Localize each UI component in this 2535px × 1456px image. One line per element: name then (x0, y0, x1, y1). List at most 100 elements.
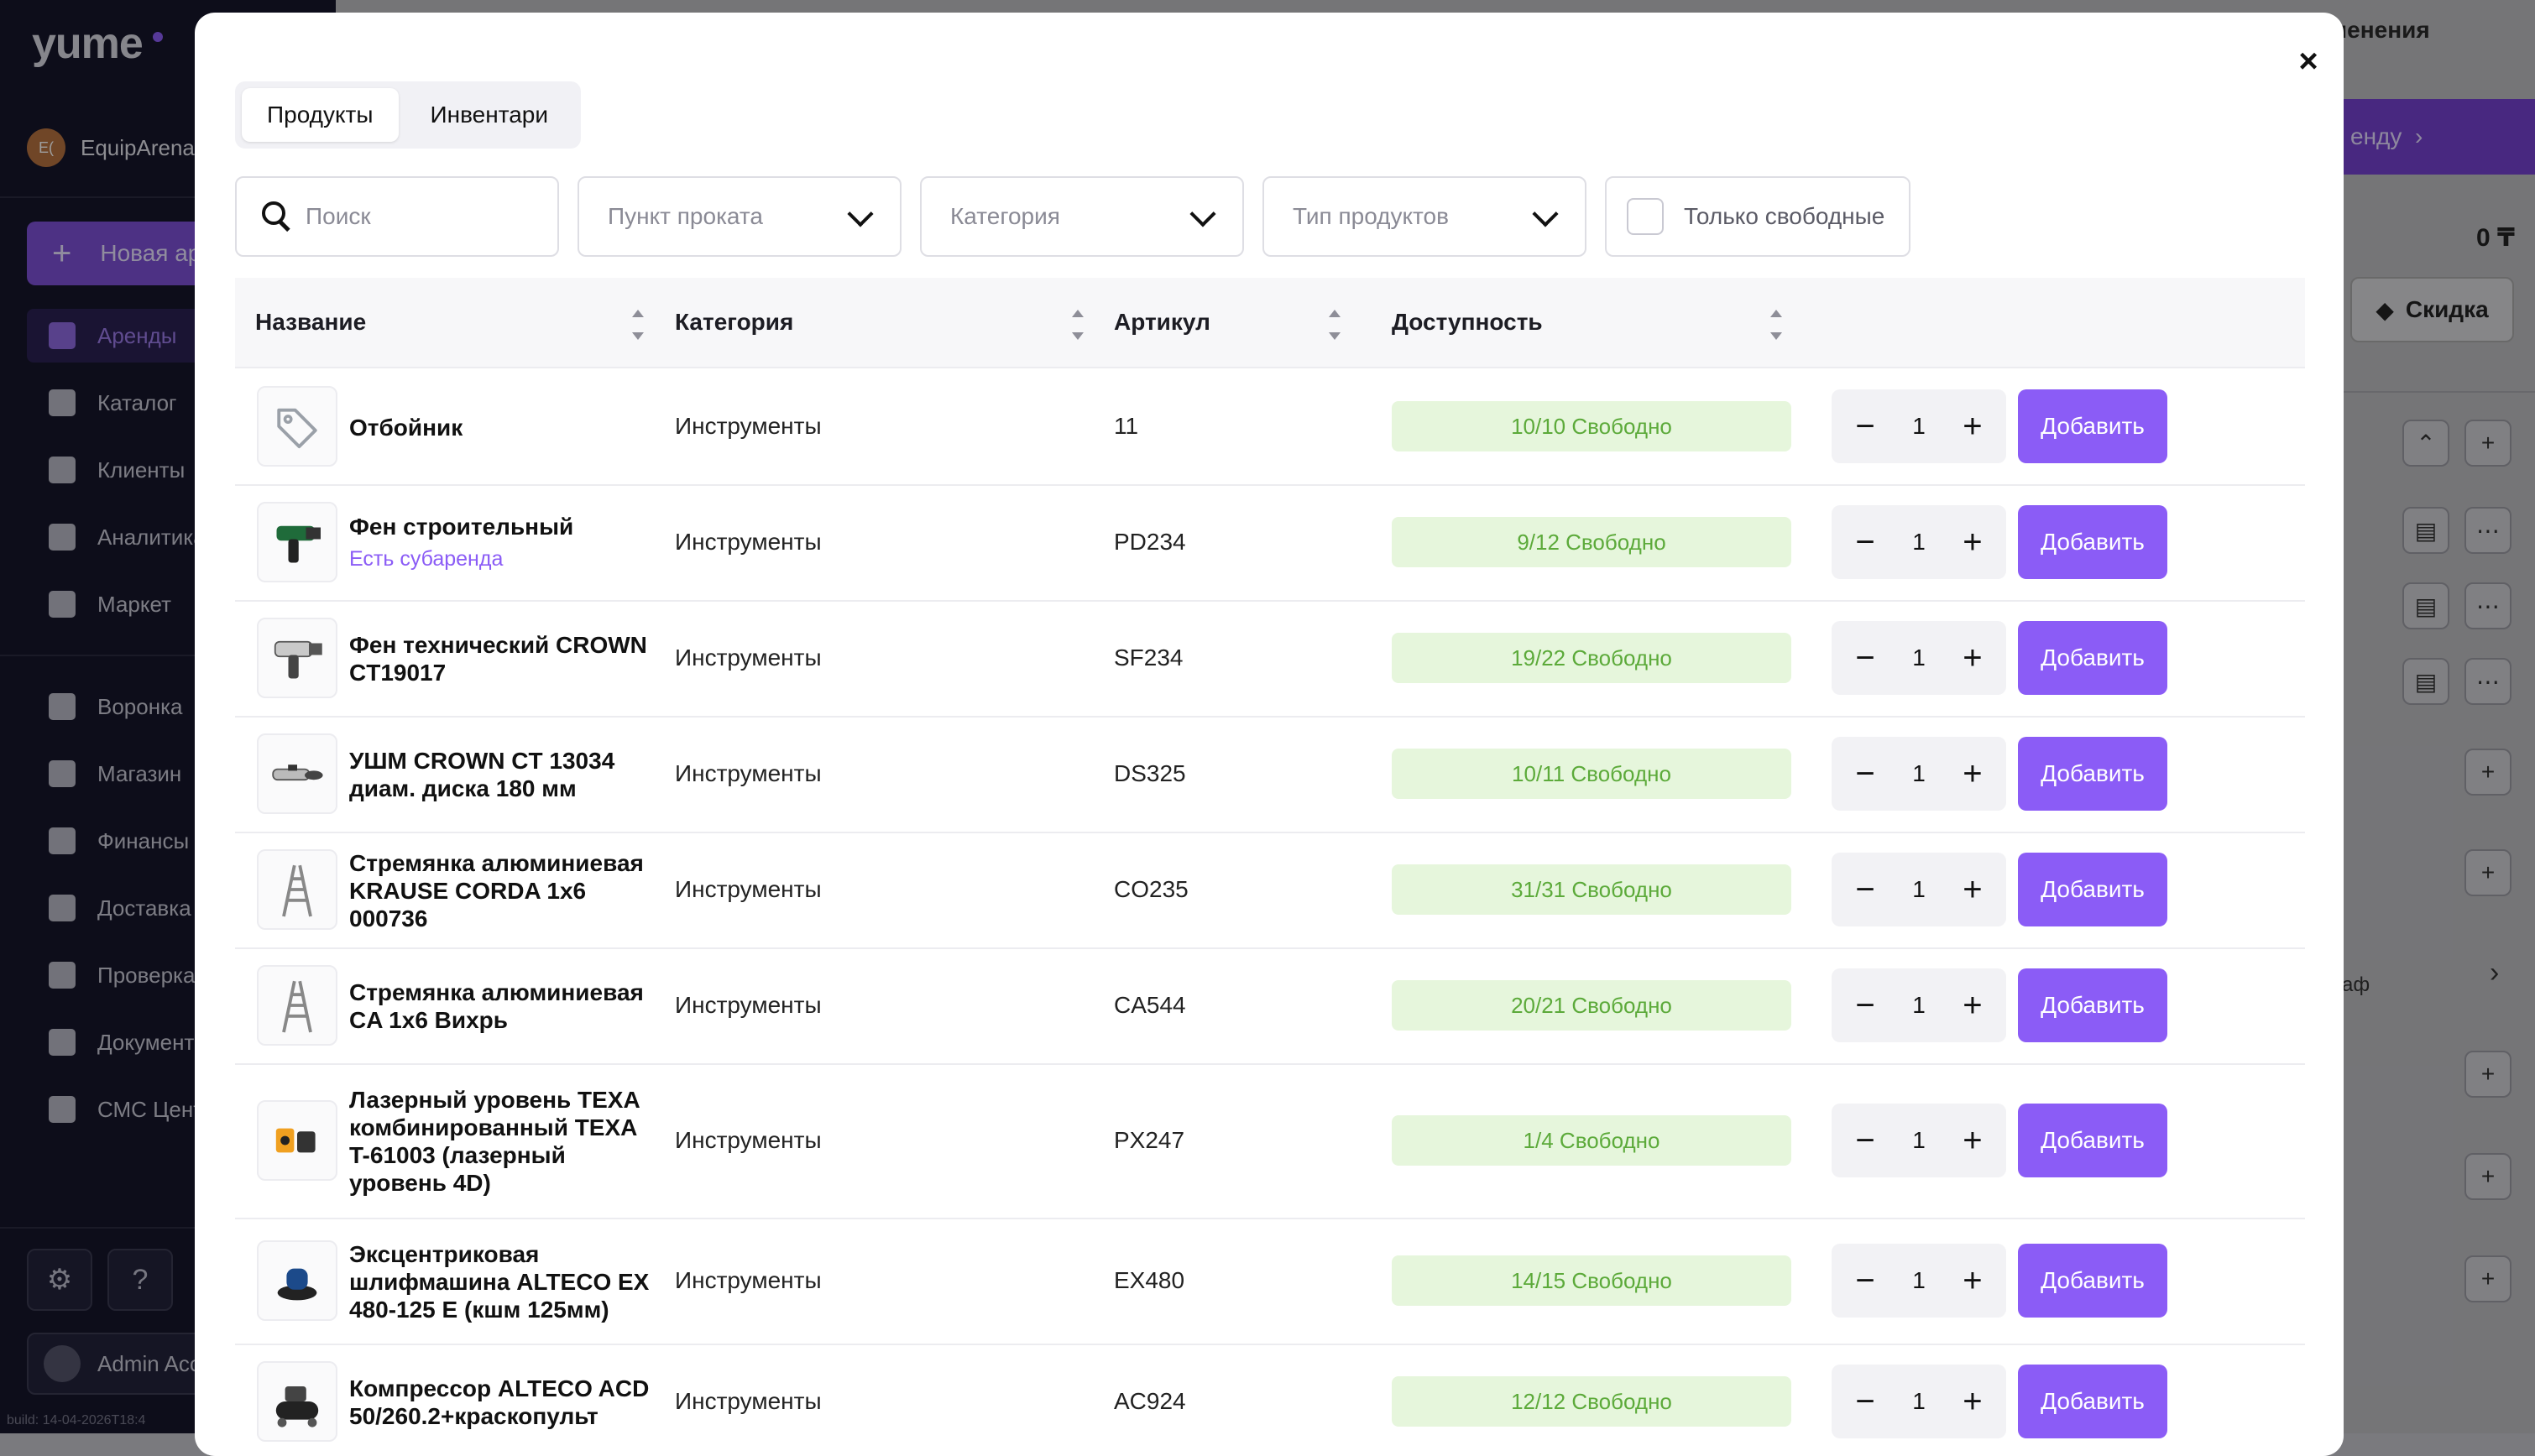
add-button[interactable]: Добавить (2018, 621, 2167, 695)
plus-icon[interactable]: + (1963, 639, 1983, 676)
settings-button[interactable]: ⚙ (27, 1249, 92, 1311)
tab-products[interactable]: Продукты (242, 88, 399, 142)
add-button[interactable]: + (2464, 1153, 2511, 1200)
print-button[interactable]: ▤ (2402, 658, 2449, 705)
quantity-value[interactable]: 1 (1912, 529, 1926, 555)
sidebar-item-delivery[interactable]: Доставка (27, 881, 329, 935)
search-input[interactable] (304, 202, 500, 231)
quantity-value[interactable]: 1 (1912, 1267, 1926, 1293)
sidebar-item-clients[interactable]: Клиенты (27, 443, 329, 497)
add-button[interactable]: Добавить (2018, 737, 2167, 811)
more-button[interactable]: ⋯ (2464, 507, 2511, 554)
add-button[interactable]: Добавить (2018, 505, 2167, 579)
only-free-toggle[interactable]: Только свободные (1605, 176, 1910, 257)
sidebar-item-finance[interactable]: Финансы (27, 814, 329, 868)
minus-icon[interactable]: − (1855, 1382, 1875, 1420)
quantity-value[interactable]: 1 (1912, 760, 1926, 786)
print-button[interactable]: ▤ (2402, 507, 2449, 554)
more-button[interactable]: ⋯ (2464, 658, 2511, 705)
minus-icon[interactable]: − (1855, 754, 1875, 792)
discount-label: Скидка (2405, 296, 2489, 322)
more-button[interactable]: ⋯ (2464, 582, 2511, 629)
collapse-button[interactable]: ⌃ (2402, 420, 2449, 467)
add-button[interactable]: Добавить (2018, 1365, 2167, 1438)
plus-icon[interactable]: + (1963, 1121, 1983, 1159)
minus-icon[interactable]: − (1855, 1121, 1875, 1159)
chevron-right-icon[interactable]: › (2490, 957, 2500, 989)
plus-icon[interactable]: + (1963, 986, 1983, 1024)
quantity-value[interactable]: 1 (1912, 413, 1926, 439)
plus-icon[interactable]: + (1963, 1261, 1983, 1299)
minus-icon[interactable]: − (1855, 986, 1875, 1024)
product-name[interactable]: Компрессор ALTECO ACD 50/260.2+краскопул… (349, 1375, 660, 1430)
add-button[interactable]: + (2464, 749, 2511, 796)
close-button[interactable]: × (2285, 38, 2332, 85)
sort-icon[interactable] (1069, 310, 1086, 340)
quantity-value[interactable]: 1 (1912, 1127, 1926, 1153)
plus-icon[interactable]: + (1963, 523, 1983, 561)
product-name[interactable]: Фен строительный Есть субаренда (349, 513, 660, 573)
product-name[interactable]: Фен технический CROWN CT19017 (349, 631, 660, 686)
quantity-value[interactable]: 1 (1912, 645, 1926, 671)
minus-icon[interactable]: − (1855, 407, 1875, 445)
search-box[interactable] (235, 176, 559, 257)
heat-gun-image (274, 640, 322, 679)
sidebar-item-label: Проверка (97, 962, 196, 988)
sidebar-item-analytics[interactable]: Аналитика (27, 510, 329, 564)
product-name[interactable]: Эксцентриковая шлифмашина ALTECO EX 480-… (349, 1240, 660, 1323)
minus-icon[interactable]: − (1855, 1261, 1875, 1299)
only-free-checkbox[interactable] (1627, 198, 1664, 235)
sidebar-item-catalog[interactable]: Каталог (27, 376, 329, 430)
minus-icon[interactable]: − (1855, 523, 1875, 561)
column-category[interactable]: Категория (675, 309, 794, 335)
create-rental-button[interactable]: енду › (2334, 99, 2535, 175)
column-name[interactable]: Название (255, 309, 367, 335)
sidebar-item-documents[interactable]: Документы (27, 1015, 329, 1069)
divider (0, 196, 336, 198)
sort-icon[interactable] (630, 310, 646, 340)
quantity-value[interactable]: 1 (1912, 876, 1926, 902)
sidebar-item-funnel[interactable]: Воронка (27, 680, 329, 733)
minus-icon[interactable]: − (1855, 639, 1875, 676)
column-availability[interactable]: Доступность (1392, 309, 1543, 335)
product-name[interactable]: Отбойник (349, 414, 660, 441)
minus-icon[interactable]: − (1855, 870, 1875, 908)
plus-icon[interactable]: + (1963, 407, 1983, 445)
add-button[interactable]: + (2464, 1051, 2511, 1098)
sort-icon[interactable] (1326, 310, 1343, 340)
sidebar-item-check[interactable]: Проверка (27, 948, 329, 1002)
product-name[interactable]: УШМ CROWN CT 13034 диам. диска 180 мм (349, 747, 660, 802)
product-name[interactable]: Стремянка алюминиевая KRAUSE CORDA 1x6 0… (349, 849, 660, 932)
quantity-value[interactable]: 1 (1912, 1388, 1926, 1414)
quantity-value[interactable]: 1 (1912, 992, 1926, 1018)
category-select[interactable]: Категория (920, 176, 1244, 257)
product-name[interactable]: Лазерный уровень TEXA комбинированный TE… (349, 1086, 660, 1197)
tab-inventory[interactable]: Инвентари (430, 102, 548, 128)
print-button[interactable]: ▤ (2402, 582, 2449, 629)
plus-icon[interactable]: + (1963, 1382, 1983, 1420)
add-button[interactable]: Добавить (2018, 968, 2167, 1042)
add-button[interactable]: + (2464, 420, 2511, 467)
subrent-link[interactable]: Есть субаренда (349, 547, 504, 571)
add-button[interactable]: Добавить (2018, 1104, 2167, 1177)
add-button[interactable]: + (2464, 1255, 2511, 1302)
organization-switcher[interactable]: E( EquipArena (27, 128, 195, 168)
product-type-select[interactable]: Тип продуктов (1262, 176, 1586, 257)
discount-button[interactable]: ◆ Скидка (2350, 277, 2514, 342)
add-button[interactable]: Добавить (2018, 389, 2167, 463)
sort-icon[interactable] (1768, 310, 1785, 340)
product-sku: AC924 (1114, 1388, 1186, 1414)
sidebar-item-store[interactable]: Магазин (27, 747, 329, 801)
add-button[interactable]: + (2464, 849, 2511, 896)
add-button[interactable]: Добавить (2018, 1244, 2167, 1318)
quantity-stepper: − 1 + (1832, 968, 2006, 1042)
product-name[interactable]: Стремянка алюминиевая CA 1x6 Вихрь (349, 978, 660, 1034)
product-thumbnail (257, 849, 337, 930)
help-button[interactable]: ? (107, 1249, 173, 1311)
add-button[interactable]: Добавить (2018, 853, 2167, 926)
plus-icon[interactable]: + (1963, 870, 1983, 908)
rental-point-select[interactable]: Пункт проката (578, 176, 902, 257)
column-sku[interactable]: Артикул (1114, 309, 1210, 335)
plus-icon[interactable]: + (1963, 754, 1983, 792)
sidebar-item-market[interactable]: Маркет (27, 577, 329, 631)
